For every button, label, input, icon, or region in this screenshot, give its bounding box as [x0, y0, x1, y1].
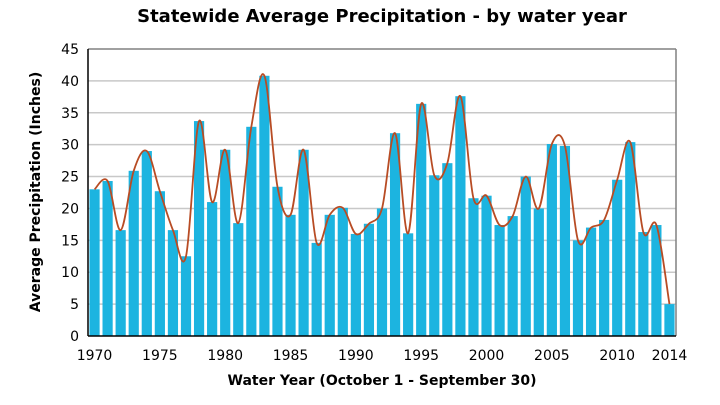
- x-tick-label: 2000: [469, 348, 505, 364]
- bar: [612, 179, 623, 336]
- bar: [376, 208, 388, 336]
- x-tick-label: 1990: [338, 348, 374, 364]
- bar: [559, 145, 571, 336]
- y-tick-label: 0: [70, 329, 79, 345]
- bar: [363, 223, 375, 336]
- x-tick-label: 2005: [534, 348, 570, 364]
- bar: [233, 223, 244, 336]
- bar: [664, 304, 675, 336]
- bar: [455, 96, 466, 336]
- bar: [507, 216, 518, 336]
- bar: [638, 232, 649, 336]
- x-tick-label: 1970: [77, 348, 113, 364]
- x-tick-label: 2010: [599, 348, 635, 364]
- bar: [442, 163, 453, 336]
- bar: [625, 142, 636, 336]
- x-tick-label: 1975: [142, 348, 178, 364]
- x-tick-labels: 1970 1975 1980 1985 1990 1995 2000 2005 2010 2014: [77, 348, 688, 364]
- bar: [272, 186, 283, 336]
- bar: [128, 170, 139, 336]
- bar: [599, 219, 610, 336]
- bar: [259, 75, 270, 336]
- bar: [207, 202, 218, 336]
- y-tick-label: 40: [61, 74, 79, 90]
- bar: [180, 256, 192, 336]
- x-axis-label: Water Year (October 1 - September 30): [227, 373, 537, 389]
- bar: [193, 121, 205, 337]
- bar: [651, 225, 662, 336]
- bar: [481, 195, 492, 336]
- bar: [337, 207, 348, 336]
- bar: [403, 233, 414, 336]
- bar: [89, 189, 100, 336]
- y-tick-label: 25: [61, 170, 79, 186]
- x-tick-label: 1980: [207, 348, 243, 364]
- axes: [87, 48, 677, 337]
- bar: [167, 230, 179, 336]
- chart-title: Statewide Average Precipitation - by wat…: [137, 6, 627, 27]
- bar: [311, 242, 322, 336]
- bar: [220, 149, 231, 336]
- bar: [416, 103, 427, 336]
- bar: [102, 181, 113, 336]
- trend-line: [93, 73, 671, 305]
- y-tick-label: 45: [61, 42, 79, 58]
- y-tick-label: 35: [61, 106, 79, 122]
- bar: [115, 230, 126, 336]
- bar: [468, 198, 479, 336]
- y-tick-label: 15: [61, 233, 79, 249]
- bar: [154, 191, 165, 336]
- bar: [350, 233, 361, 336]
- bars: [89, 75, 675, 337]
- trend-line-path: [93, 73, 671, 305]
- x-tick-label: 1985: [273, 348, 309, 364]
- bar: [520, 176, 531, 336]
- bar: [572, 240, 584, 336]
- bar: [246, 126, 257, 336]
- bar: [429, 175, 440, 336]
- x-tick-label: 1995: [403, 348, 439, 364]
- y-tick-labels: 0 5 10 15 20 25 30 35 40 45: [61, 42, 79, 345]
- x-tick-label: 2014: [652, 348, 688, 364]
- bar: [324, 214, 335, 336]
- bar: [141, 151, 152, 336]
- bar: [533, 208, 544, 336]
- bar: [389, 133, 401, 336]
- y-tick-label: 30: [61, 138, 79, 154]
- y-tick-label: 5: [70, 297, 79, 313]
- bar: [494, 225, 505, 336]
- bar: [585, 227, 597, 336]
- bar: [546, 144, 557, 336]
- bar: [298, 149, 309, 336]
- y-tick-label: 20: [61, 201, 79, 217]
- bar: [285, 214, 296, 336]
- y-tick-label: 10: [61, 265, 79, 281]
